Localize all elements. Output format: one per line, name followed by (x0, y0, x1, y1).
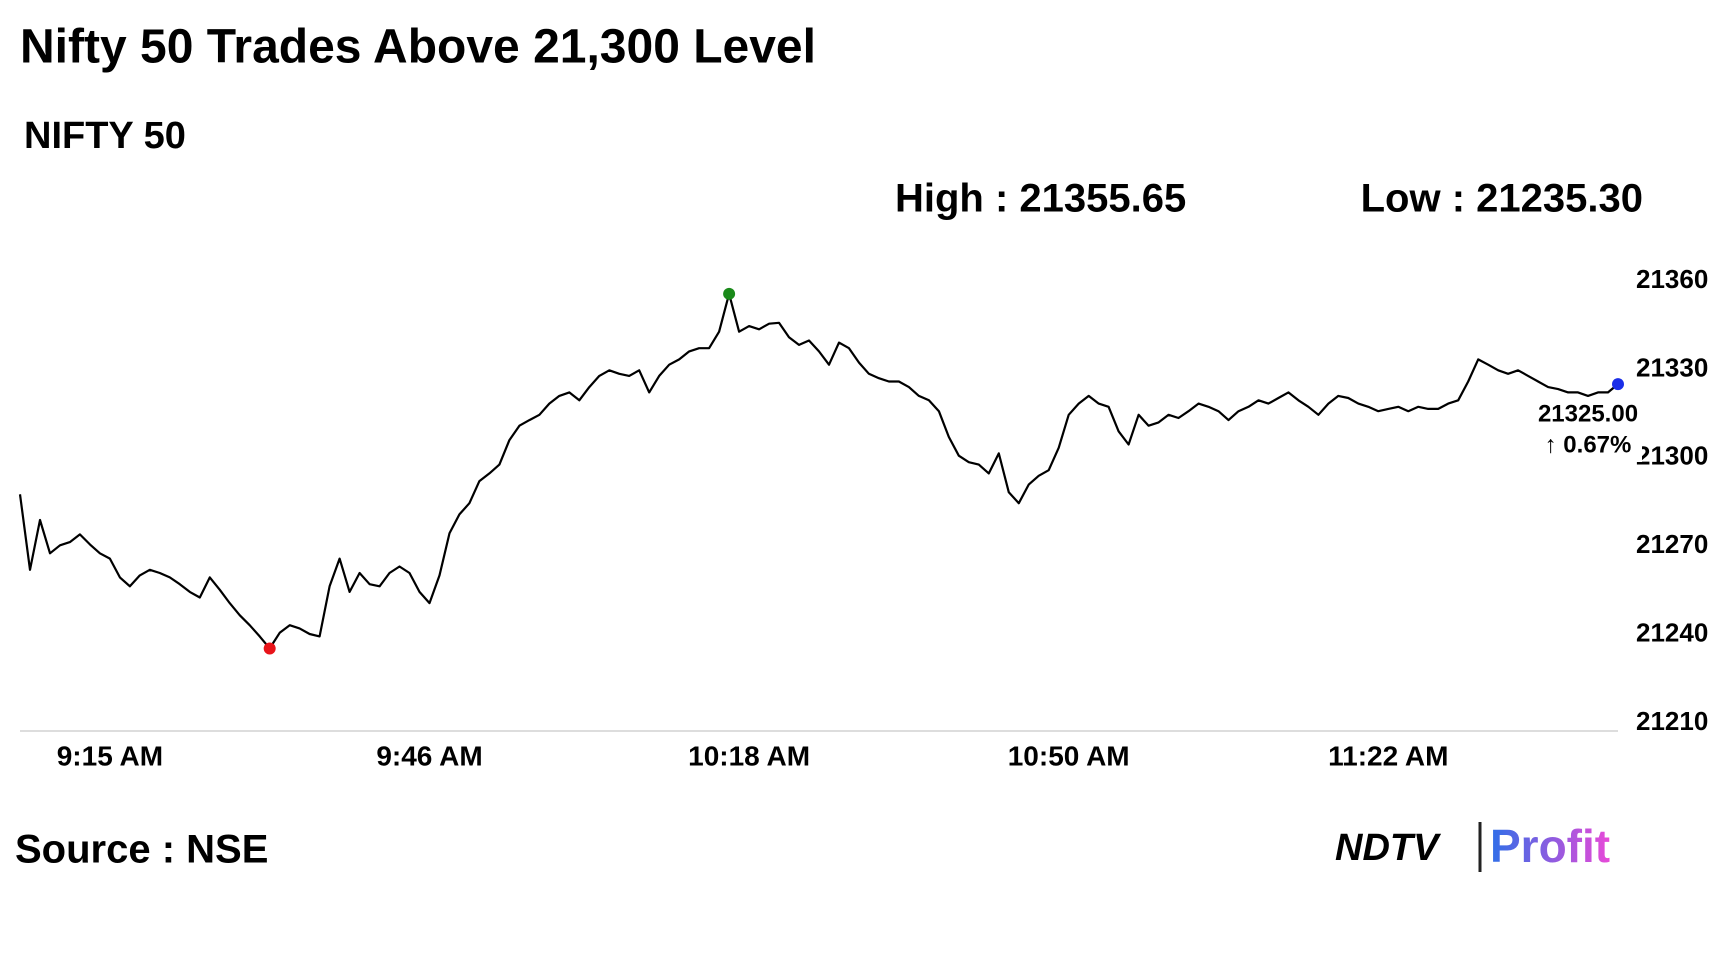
chart-subtitle: NIFTY 50 (24, 115, 186, 157)
price-line (18, 292, 1619, 650)
x-tick-label: 10:50 AM (1008, 740, 1130, 771)
y-tick-label: 21240 (1636, 617, 1708, 647)
last-value-label: 21325.00 (1538, 400, 1638, 427)
y-tick-label: 21210 (1636, 706, 1708, 736)
y-tick-label: 21270 (1636, 529, 1708, 559)
high-dot (723, 287, 736, 300)
y-tick-label: 21300 (1636, 441, 1708, 471)
x-tick-label: 10:18 AM (688, 740, 810, 771)
source: Source : NSE (15, 828, 268, 872)
x-tick-label: 9:15 AM (57, 740, 163, 771)
logo-ndtv: NDTV (1335, 827, 1441, 869)
x-tick-label: 9:46 AM (376, 740, 482, 771)
last-label-bg (1530, 398, 1642, 462)
logo-profit: Profit (1490, 820, 1610, 872)
chart-title: Nifty 50 Trades Above 21,300 Level (20, 21, 816, 74)
low-label: Low : 21235.30 (1361, 177, 1643, 221)
high-label: High : 21355.65 (895, 177, 1186, 221)
change-label: ↑ 0.67% (1545, 431, 1632, 458)
y-tick-label: 21360 (1636, 264, 1708, 294)
x-tick-label: 11:22 AM (1328, 740, 1448, 771)
y-tick-label: 21330 (1636, 352, 1708, 382)
last-dot (1612, 378, 1624, 391)
low-dot (263, 642, 276, 655)
